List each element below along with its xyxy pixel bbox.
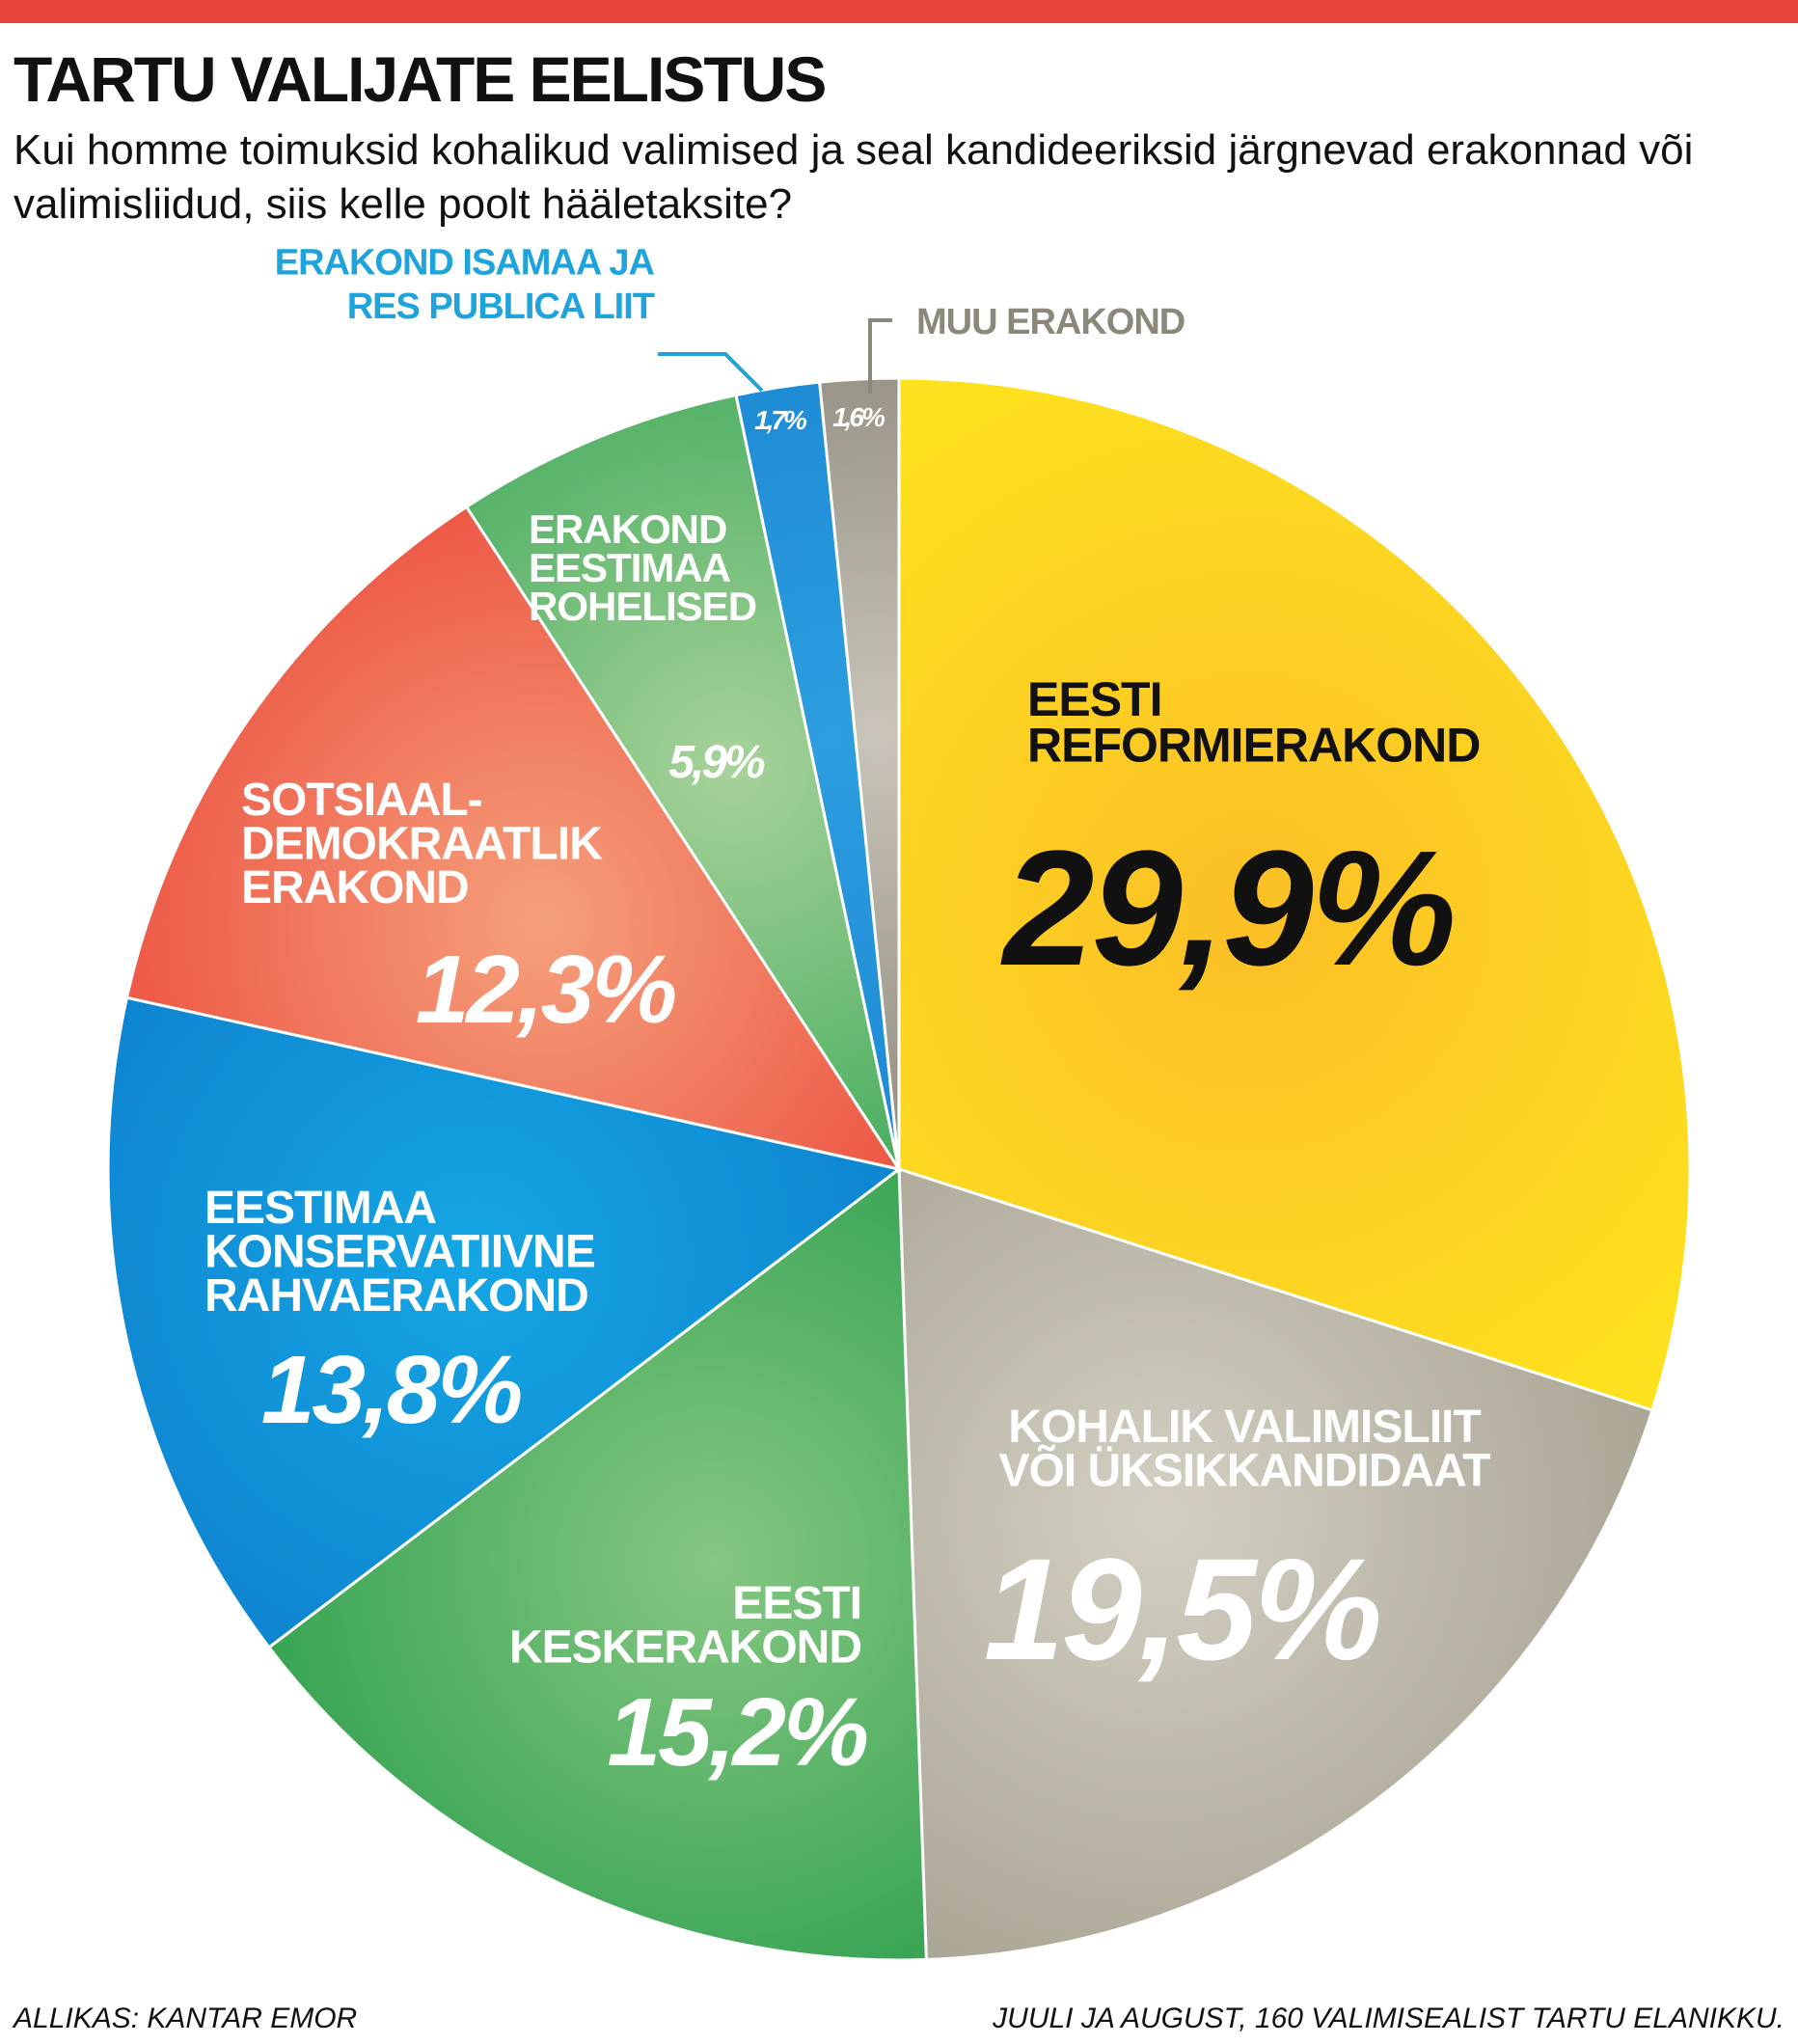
pie-slice-ekre xyxy=(106,995,903,1649)
chart-title: TARTU VALIJATE EELISTUS xyxy=(14,43,827,115)
pie-slice-reform xyxy=(897,376,1692,1412)
callout-label-irl: ERAKOND ISAMAA JA RES PUBLICA LIIT xyxy=(275,242,655,327)
top-accent-bar xyxy=(0,0,1798,23)
value-label-reform: 29,9% xyxy=(1000,817,1454,1000)
callout-line-irl xyxy=(658,352,764,393)
sample-note: JUULI JA AUGUST, 160 VALIMISEALIST TARTU… xyxy=(993,2003,1784,2034)
slice-label-kohalik: KOHALIK VALIMISLIIT VÕI ÜKSIKKANDIDAAT xyxy=(998,1402,1490,1497)
chart-subtitle: Kui homme toimuksid kohalikud valimised … xyxy=(14,126,1694,228)
slice-label-kesk: EESTI KESKERAKOND xyxy=(509,1578,861,1674)
value-label-irl: 1,7% xyxy=(754,405,807,435)
slice-label-sde: SOTSIAAL-DEMOKRAATLIK ERAKOND xyxy=(241,775,603,913)
value-label-muu: 1,6% xyxy=(832,402,885,432)
source-note: ALLIKAS: KANTAR EMOR xyxy=(14,2003,358,2034)
pie-slice-sde xyxy=(124,504,903,1172)
value-label-sde: 12,3% xyxy=(416,936,676,1044)
pie-slice-muu xyxy=(817,376,901,1170)
callout-line-muu xyxy=(868,318,892,394)
pie-slice-kohalik xyxy=(897,1166,1654,1962)
value-label-kohalik: 19,5% xyxy=(984,1528,1379,1690)
pie-slice-kesk xyxy=(266,1166,928,1962)
value-label-kesk: 15,2% xyxy=(607,1678,867,1786)
value-label-rohelised: 5,9% xyxy=(668,737,765,788)
callout-label-muu: MUU ERAKOND xyxy=(916,302,1185,342)
slice-label-ekre: EESTIMAA KONSERVATIIVNE RAHVAERAKOND xyxy=(204,1183,595,1322)
slice-label-reform: EESTI REFORMIERAKOND xyxy=(1027,672,1480,773)
slice-label-rohelised: ERAKOND EESTIMAA ROHELISED xyxy=(529,506,756,629)
value-label-ekre: 13,8% xyxy=(261,1336,522,1444)
pie-slice-rohelised xyxy=(464,393,901,1170)
